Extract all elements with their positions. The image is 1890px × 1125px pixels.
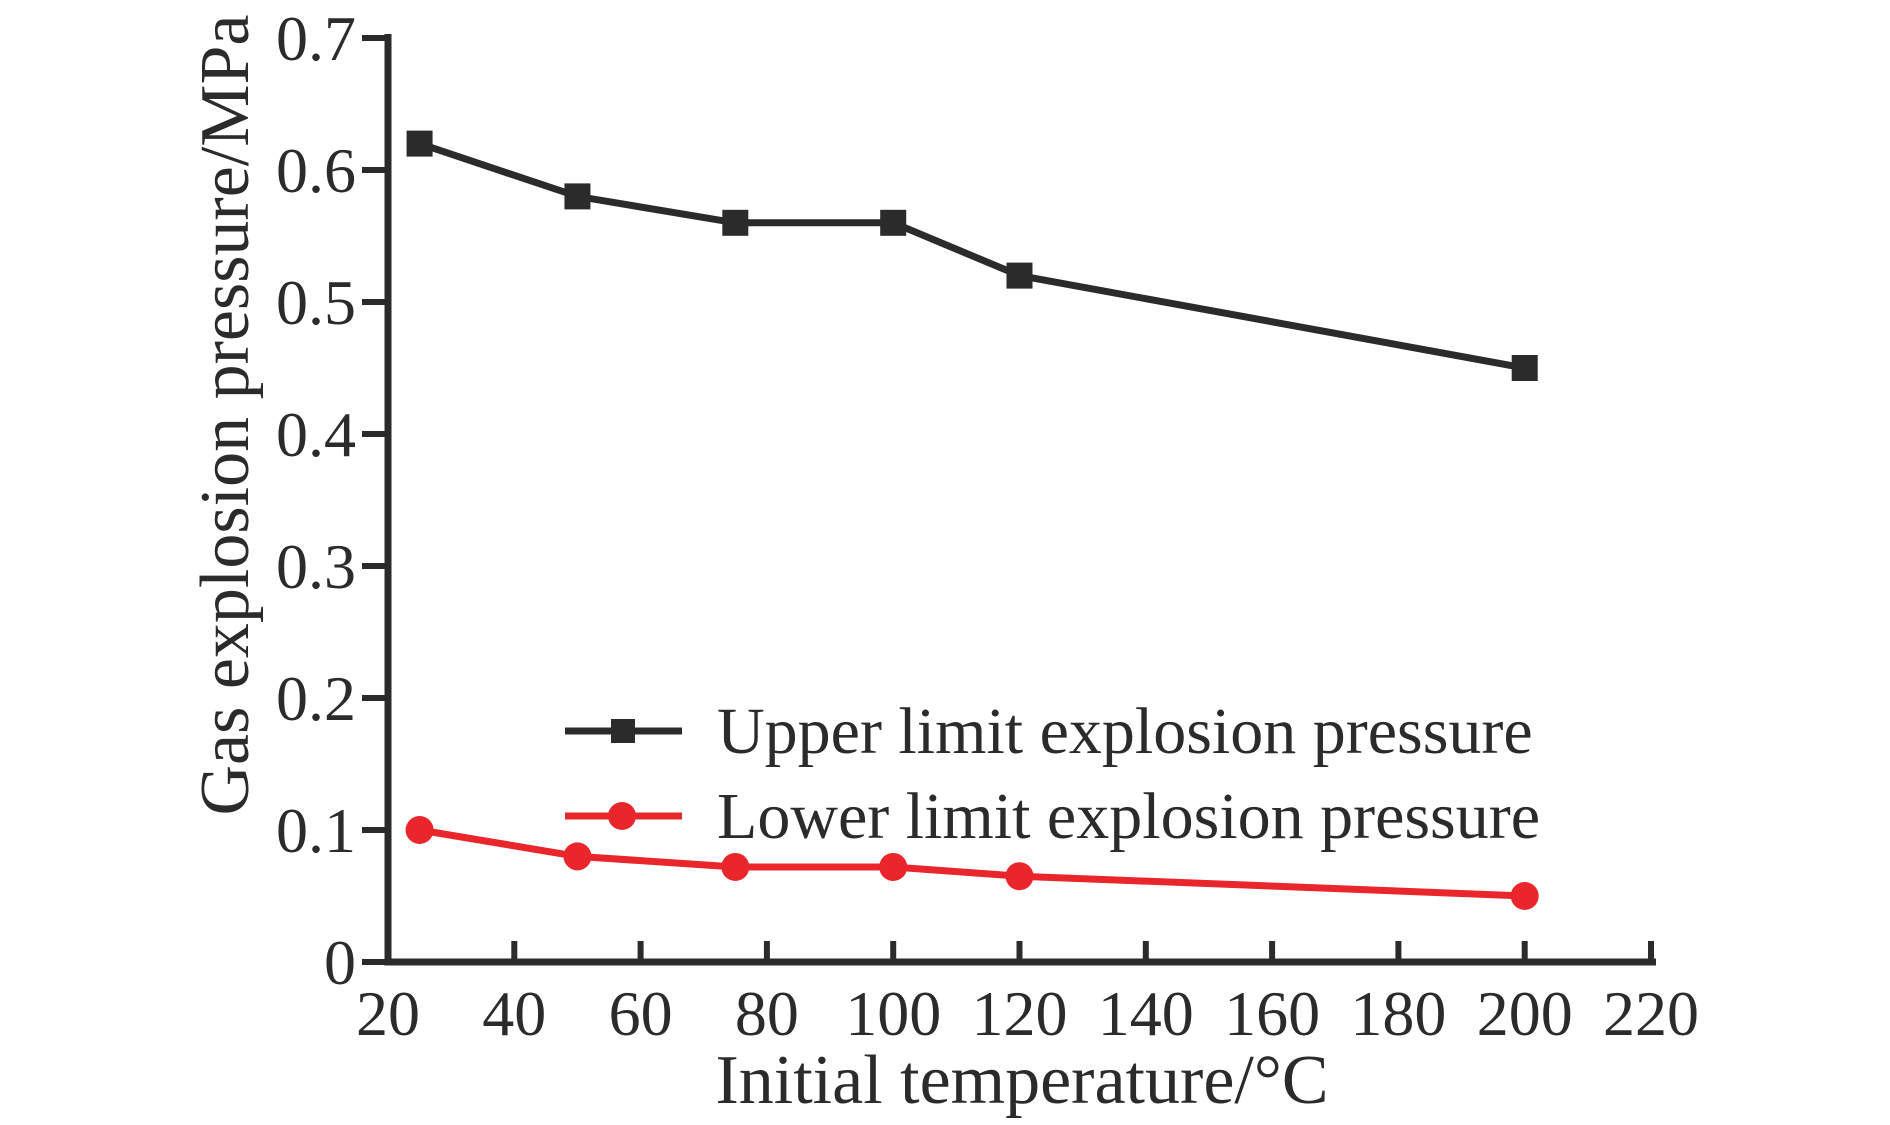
data-point-upper-5: [1511, 355, 1538, 381]
y-tick-label: 0.1: [276, 795, 356, 866]
data-point-upper-4: [1006, 262, 1033, 289]
x-tick-label: 160: [1224, 978, 1320, 1049]
data-point-upper-2: [722, 209, 749, 236]
data-point-upper-0: [406, 130, 433, 157]
data-point-lower-0: [405, 816, 434, 844]
x-tick-label: 120: [972, 978, 1068, 1049]
data-point-upper-1: [564, 183, 591, 210]
data-point-upper-3: [880, 209, 907, 236]
x-tick-label: 100: [845, 978, 941, 1049]
x-tick-label: 80: [735, 978, 799, 1049]
x-tick-label: 60: [609, 978, 673, 1049]
data-series: [405, 130, 1539, 910]
y-tick-label: 0.6: [276, 135, 356, 206]
legend-row-upper: Upper limit explosion pressure: [565, 695, 1533, 768]
y-tick-label: 0.5: [276, 267, 356, 338]
axis-ticks: 20 40 60 80 100 120 140 160 180 200 220 0 0.1 0.2 0.3 0…: [276, 3, 1699, 1049]
y-tick-label: 0: [324, 927, 356, 998]
legend-square-marker-icon: [611, 719, 635, 743]
legend-label-upper: Upper limit explosion pressure: [717, 695, 1533, 768]
y-tick-label: 0.2: [276, 663, 356, 734]
x-tick-label: 220: [1603, 978, 1699, 1049]
data-point-lower-3: [879, 852, 908, 881]
data-point-lower-2: [721, 852, 750, 881]
data-point-lower-4: [1005, 862, 1034, 891]
x-tick-label: 40: [482, 978, 546, 1049]
legend-circle-marker-icon: [608, 802, 636, 830]
legend: Upper limit explosion pressure Lower lim…: [565, 695, 1540, 853]
x-tick-label: 180: [1350, 978, 1446, 1049]
y-tick-label: 0.7: [276, 3, 356, 74]
data-point-lower-5: [1510, 882, 1539, 910]
data-point-lower-1: [563, 842, 592, 871]
legend-row-lower: Lower limit explosion pressure: [565, 780, 1540, 853]
x-tick-label: 20: [356, 978, 420, 1049]
series-line-lower: [418, 826, 1525, 900]
y-tick-label: 0.3: [276, 531, 356, 602]
x-tick-label: 200: [1477, 978, 1573, 1049]
x-tick-label: 140: [1098, 978, 1194, 1049]
y-tick-label: 0.4: [276, 399, 356, 470]
x-axis-title: Initial temperature/°C: [715, 1042, 1328, 1119]
series-line-upper: [418, 140, 1526, 372]
legend-label-lower: Lower limit explosion pressure: [717, 780, 1540, 853]
y-axis-title: Gas explosion pressure/MPa: [187, 14, 264, 815]
